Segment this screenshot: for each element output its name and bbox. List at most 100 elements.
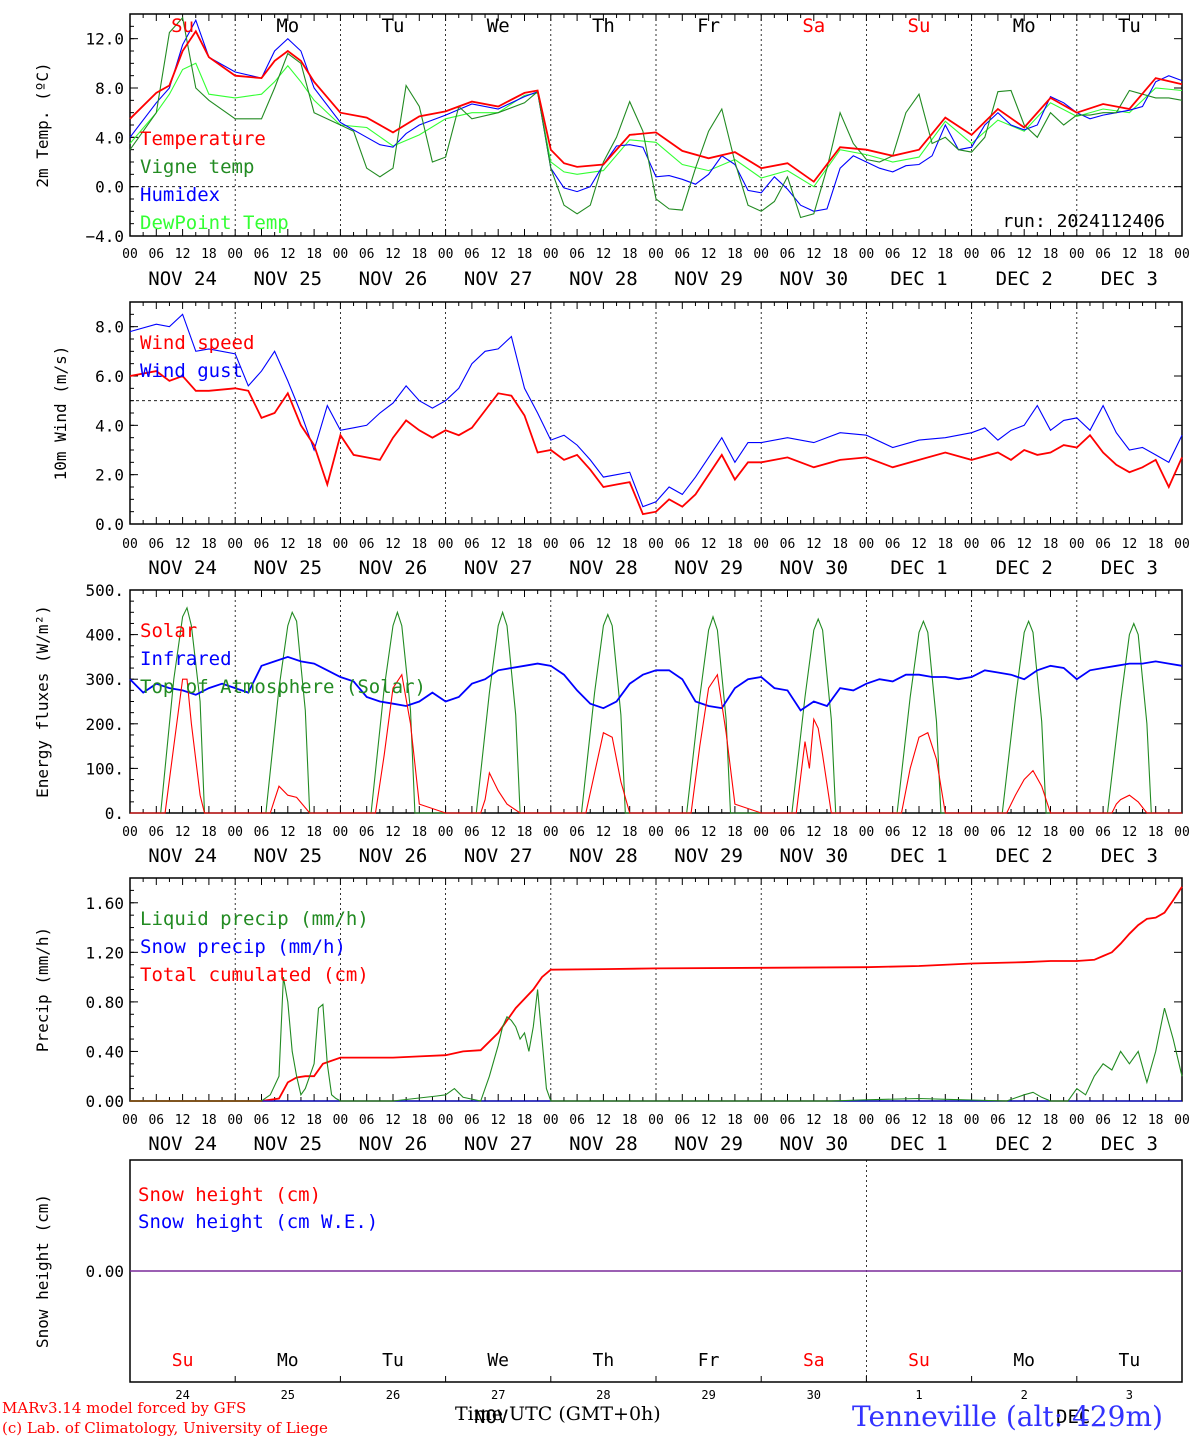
day-name-top: Mo (276, 15, 299, 37)
hour-tick-label: 00 (964, 247, 980, 262)
hour-tick-label: 06 (148, 537, 164, 552)
hour-tick-label: 18 (517, 537, 533, 552)
date-label: NOV 25 (253, 557, 322, 579)
date-label: NOV 28 (569, 1133, 638, 1155)
y-tick-label: 500. (85, 581, 124, 600)
hour-tick-label: 00 (1174, 537, 1190, 552)
hour-tick-label: 18 (306, 247, 322, 262)
legend-entry: Vigne temp (140, 156, 254, 178)
hour-tick-label: 18 (1148, 247, 1164, 262)
y-tick-label: 4.0 (95, 416, 124, 435)
hour-tick-label: 12 (596, 537, 612, 552)
y-tick-label: 300. (85, 670, 124, 689)
legend-entry: Wind speed (140, 332, 254, 354)
hour-tick-label: 18 (411, 1113, 427, 1128)
hour-tick-label: 00 (1069, 825, 1085, 840)
hour-tick-label: 00 (122, 247, 138, 262)
hour-tick-label: 06 (885, 825, 901, 840)
y-tick-label: 2.0 (95, 466, 124, 485)
hour-tick-label: 12 (701, 247, 717, 262)
time-label: Time UTC (GMT+0h) (455, 1403, 661, 1425)
hour-tick-label: 12 (280, 825, 296, 840)
date-label: NOV 25 (253, 268, 322, 290)
hour-tick-label: 12 (701, 1113, 717, 1128)
y-axis-label: 10m Wind (m/s) (51, 346, 70, 481)
y-tick-label: 0.00 (85, 1092, 124, 1111)
hour-tick-label: 12 (596, 1113, 612, 1128)
hour-tick-label: 18 (1043, 825, 1059, 840)
hour-tick-label: 18 (201, 537, 217, 552)
hour-tick-label: 18 (622, 1113, 638, 1128)
series-line-0 (130, 977, 1183, 1102)
day-number-label: 30 (807, 1388, 821, 1402)
hour-tick-label: 06 (674, 825, 690, 840)
day-name-top: Th (592, 15, 615, 37)
date-label: NOV 29 (674, 845, 743, 867)
day-number-label: 1 (915, 1388, 922, 1402)
y-tick-label: 0.00 (85, 1262, 124, 1281)
hour-tick-label: 00 (438, 537, 454, 552)
legend-entry: Top of Atmosphere (Solar) (140, 676, 426, 698)
run-label: run: 2024112406 (1002, 211, 1165, 232)
y-axis-label: 2m Temp. (ºC) (33, 62, 52, 187)
hour-tick-label: 12 (701, 537, 717, 552)
hour-tick-label: 06 (1095, 1113, 1111, 1128)
date-label: NOV 28 (569, 268, 638, 290)
date-label: DEC 3 (1101, 1133, 1158, 1155)
date-label: NOV 30 (779, 1133, 848, 1155)
hour-tick-label: 06 (780, 825, 796, 840)
hour-tick-label: 12 (1016, 537, 1032, 552)
date-label: DEC 2 (996, 557, 1053, 579)
y-tick-label: 0.40 (85, 1042, 124, 1061)
hour-tick-label: 12 (175, 1113, 191, 1128)
hour-tick-label: 00 (859, 1113, 875, 1128)
date-label: NOV 25 (253, 1133, 322, 1155)
y-tick-label: 1.20 (85, 943, 124, 962)
date-label: NOV 28 (569, 557, 638, 579)
panel-4: 0.00 0.40 0.80 1.20 1.60 Precip (mm/h) Liquid … (33, 877, 1190, 1155)
month-label-nov: NOV (474, 1406, 508, 1428)
date-label: NOV 30 (779, 845, 848, 867)
y-axis-label: Snow height (cm) (33, 1194, 52, 1348)
legend-entry: Solar (140, 620, 197, 642)
day-name-top: Su (908, 15, 931, 37)
hour-tick-label: 00 (227, 537, 243, 552)
hour-tick-label: 00 (1174, 1113, 1190, 1128)
hour-tick-label: 12 (490, 247, 506, 262)
hour-tick-label: 06 (990, 247, 1006, 262)
legend-entry: Snow height (cm W.E.) (138, 1211, 378, 1233)
legend-entry: Total cumulated (cm) (140, 964, 369, 986)
y-tick-label: 6.0 (95, 367, 124, 386)
hour-tick-label: 00 (333, 825, 349, 840)
hour-tick-label: 00 (438, 825, 454, 840)
y-tick-label: 0.80 (85, 993, 124, 1012)
hour-tick-label: 18 (411, 537, 427, 552)
month-label-dec: DEC (1056, 1406, 1090, 1428)
hour-tick-label: 12 (596, 247, 612, 262)
hour-tick-label: 06 (569, 1113, 585, 1128)
y-tick-label: 0.0 (95, 515, 124, 534)
date-label: NOV 24 (148, 557, 217, 579)
date-label: NOV 30 (779, 268, 848, 290)
day-number-label: 2 (1021, 1388, 1028, 1402)
hour-tick-label: 06 (464, 1113, 480, 1128)
hour-tick-label: 00 (227, 1113, 243, 1128)
day-name-bottom: Su (172, 1350, 194, 1371)
hour-tick-label: 00 (1069, 1113, 1085, 1128)
legend-entry: DewPoint Temp (140, 212, 289, 234)
date-label: NOV 24 (148, 845, 217, 867)
day-number-label: 24 (175, 1388, 189, 1402)
legend-entry: Humidex (140, 184, 220, 206)
date-label: DEC 1 (890, 557, 947, 579)
y-tick-label: 100. (85, 759, 124, 778)
y-tick-label: 0. (105, 804, 124, 823)
hour-tick-label: 06 (885, 537, 901, 552)
date-label: NOV 29 (674, 268, 743, 290)
date-label: DEC 2 (996, 1133, 1053, 1155)
hour-tick-label: 00 (648, 825, 664, 840)
hour-tick-label: 12 (280, 1113, 296, 1128)
hour-tick-label: 18 (937, 247, 953, 262)
hour-tick-label: 06 (254, 247, 270, 262)
legend-entry: Liquid precip (mm/h) (140, 908, 369, 930)
